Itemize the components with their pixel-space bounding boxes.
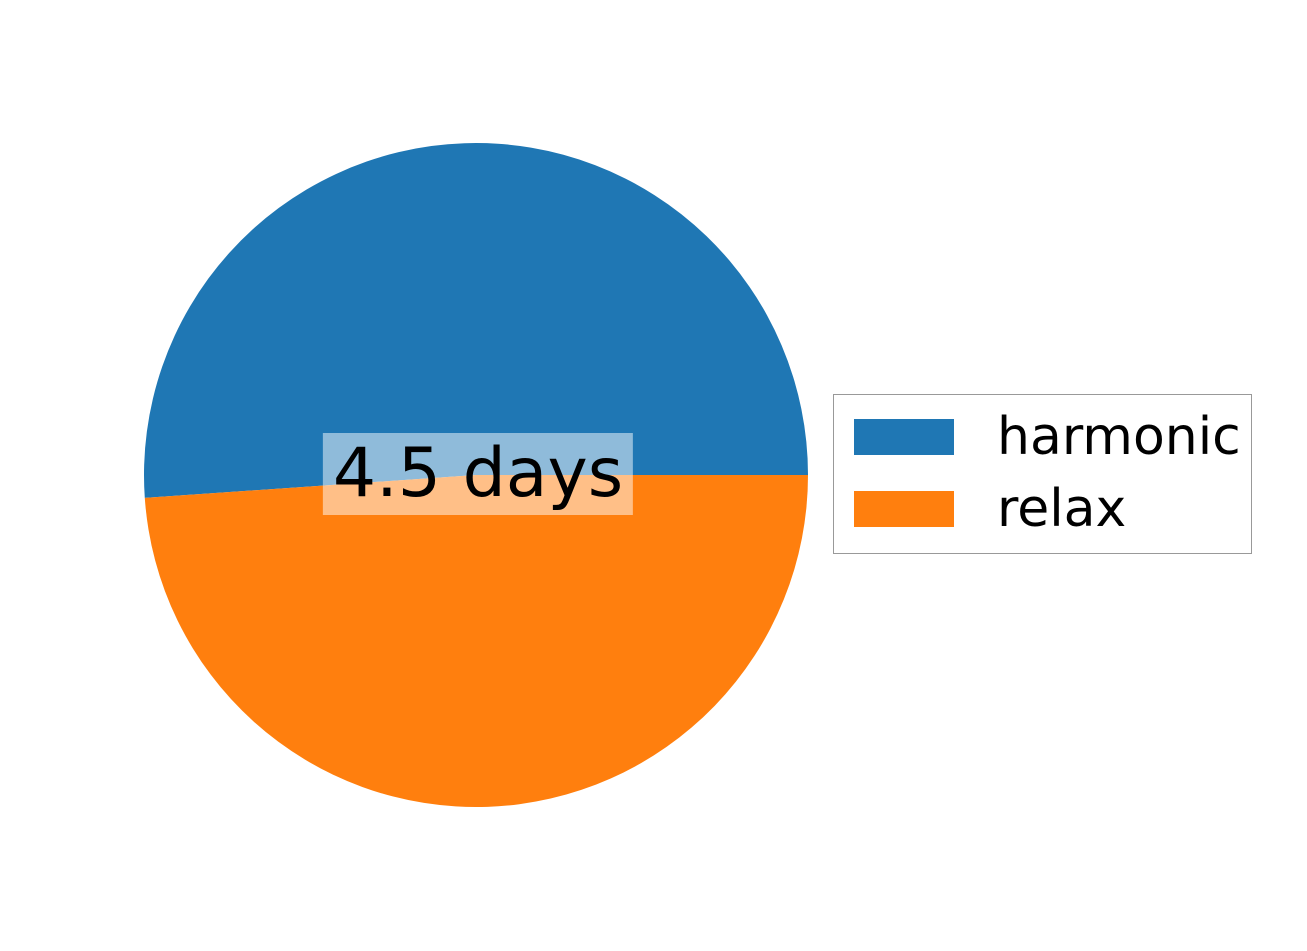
legend-entry-harmonic: harmonic: [854, 411, 1241, 463]
legend-swatch-relax: [854, 491, 954, 527]
pie-slice-harmonic: [143, 143, 808, 498]
legend-swatch-harmonic: [854, 419, 954, 455]
legend-label-harmonic: harmonic: [997, 407, 1241, 467]
legend: harmonic relax: [833, 394, 1252, 554]
pie-center-label: 4.5 days: [322, 433, 634, 515]
legend-label-relax: relax: [997, 479, 1127, 539]
legend-entry-relax: relax: [854, 479, 1231, 539]
pie-slice-relax: [144, 475, 809, 808]
